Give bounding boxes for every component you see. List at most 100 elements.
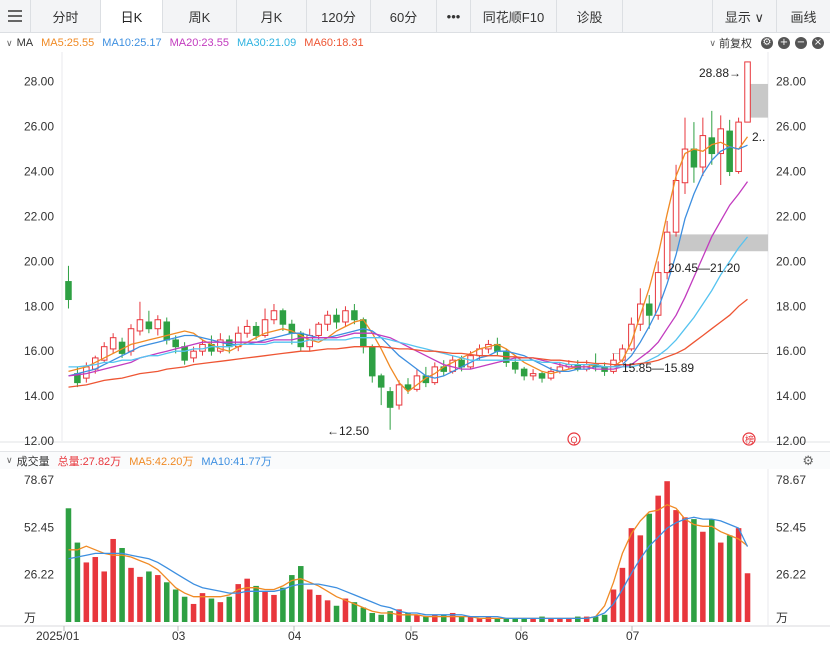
volume-y-tick-right: 万 — [776, 611, 788, 625]
ma10-value: MA10:25.17 — [102, 37, 162, 49]
candle-up — [324, 314, 331, 325]
close-icon[interactable]: × — [812, 37, 824, 49]
x-tick-label: 03 — [172, 629, 186, 643]
candle-up — [92, 357, 99, 370]
volume-bar — [440, 614, 447, 622]
candle-down — [538, 373, 546, 379]
volume-bar — [128, 567, 134, 622]
volume-bar — [646, 513, 653, 622]
tab-60min[interactable]: 60分 — [371, 0, 437, 33]
candle-up — [485, 343, 492, 350]
truncated-annotation: 2.. — [752, 130, 765, 144]
candle-down — [440, 366, 448, 372]
volume-title: 成交量 — [16, 455, 50, 468]
candle-down — [252, 325, 260, 336]
menu-icon — [8, 10, 22, 22]
candle-up — [717, 128, 724, 155]
volume-bar — [244, 578, 250, 622]
candle-up — [217, 339, 224, 352]
candle-down — [458, 359, 465, 368]
volume-ma5: MA5:42.20万 — [129, 455, 194, 468]
period-toolbar: 分时 日K 周K 月K 120分 60分 ••• 同花顺F10 诊股 显示 ∨ … — [0, 0, 830, 33]
candle-down — [163, 321, 171, 341]
draw-line-button[interactable]: 画线 — [776, 0, 830, 33]
adjust-dropdown-icon[interactable]: ∨ — [709, 37, 716, 48]
tab-monthly-k[interactable]: 月K — [237, 0, 307, 33]
candle-up — [136, 319, 144, 332]
volume-bar — [199, 593, 206, 622]
ma-title: MA — [16, 37, 34, 49]
settings-icon[interactable]: ⚙ — [761, 37, 773, 49]
volume-bar — [709, 519, 715, 622]
candle-up — [315, 323, 322, 336]
volume-bar — [673, 510, 679, 622]
adjust-mode[interactable]: 前复权 — [719, 38, 752, 50]
y-tick-right: 14.00 — [776, 389, 806, 403]
candle-down — [226, 339, 233, 348]
candle-down — [145, 321, 153, 330]
volume-bar — [235, 584, 242, 622]
tab-120min[interactable]: 120分 — [307, 0, 371, 33]
volume-collapse-icon[interactable]: ∨ — [6, 455, 13, 465]
volume-bar — [601, 614, 608, 622]
collapse-icon[interactable]: ∨ — [6, 37, 13, 48]
tab-more[interactable]: ••• — [437, 0, 471, 33]
volume-legend: ∨ 成交量 总量:27.82万 MA5:42.20万 MA10:41.77万 ⚙ — [0, 451, 830, 469]
zoom-out-icon[interactable]: − — [795, 37, 807, 49]
volume-bar — [172, 589, 179, 622]
candle-down — [360, 319, 367, 348]
y-tick-left: 26.00 — [24, 120, 54, 134]
candle-down — [172, 339, 179, 348]
candle-up — [100, 346, 108, 361]
y-tick-right: 22.00 — [776, 209, 806, 223]
volume-bar — [566, 618, 572, 622]
ma-legend: ∨ MA MA5:25.55 MA10:25.17 MA20:23.55 MA3… — [0, 34, 830, 52]
candle-up — [270, 310, 278, 321]
volume-bar — [414, 614, 420, 622]
tab-daily-k[interactable]: 日K — [101, 0, 163, 33]
volume-bar — [74, 542, 81, 622]
candle-down — [422, 375, 430, 384]
ma30-value: MA30:21.09 — [236, 37, 297, 49]
volume-y-tick-left: 万 — [24, 611, 36, 625]
volume-bar — [298, 566, 304, 622]
volume-y-tick-left: 78.67 — [24, 473, 54, 487]
volume-settings-icon[interactable]: ⚙ — [802, 452, 814, 468]
toolbar-menu-icon[interactable] — [0, 0, 31, 33]
candle-up — [243, 325, 251, 334]
candle-down — [377, 375, 385, 388]
ma-line-ma5 — [68, 136, 749, 393]
volume-bar — [253, 585, 259, 622]
y-tick-left: 28.00 — [24, 75, 54, 89]
candle-up — [306, 334, 313, 348]
volume-bar — [655, 495, 661, 622]
candle-down — [503, 350, 510, 363]
candle-down — [181, 346, 188, 361]
zoom-in-icon[interactable]: + — [778, 37, 790, 49]
list-marker-icon — [742, 432, 756, 446]
y-tick-left: 14.00 — [24, 389, 54, 403]
tab-weekly-k[interactable]: 周K — [163, 0, 237, 33]
gap-upper-annotation: 20.45—21.20 — [668, 261, 740, 275]
candle-up — [735, 121, 742, 173]
volume-bar — [360, 607, 367, 622]
candle-up — [395, 384, 403, 406]
gap-zone-lower — [664, 234, 768, 252]
display-dropdown[interactable]: 显示 ∨ — [712, 0, 776, 33]
volume-bar — [494, 618, 501, 622]
tab-f10[interactable]: 同花顺F10 — [471, 0, 557, 33]
candle-up — [583, 364, 590, 370]
candle-down — [65, 281, 72, 301]
tab-intraday[interactable]: 分时 — [31, 0, 101, 33]
volume-y-tick-right: 52.45 — [776, 520, 806, 534]
volume-ma10: MA10:41.77万 — [201, 455, 272, 468]
y-tick-left: 20.00 — [24, 254, 54, 268]
volume-bar — [735, 528, 742, 622]
volume-bar — [396, 609, 402, 622]
candle-up — [699, 135, 707, 168]
candle-down — [645, 303, 653, 316]
x-tick-label: 05 — [405, 629, 419, 643]
tab-diagnosis[interactable]: 诊股 — [557, 0, 623, 33]
volume-bar — [512, 618, 518, 622]
x-tick-label: 2025/01 — [36, 629, 80, 643]
